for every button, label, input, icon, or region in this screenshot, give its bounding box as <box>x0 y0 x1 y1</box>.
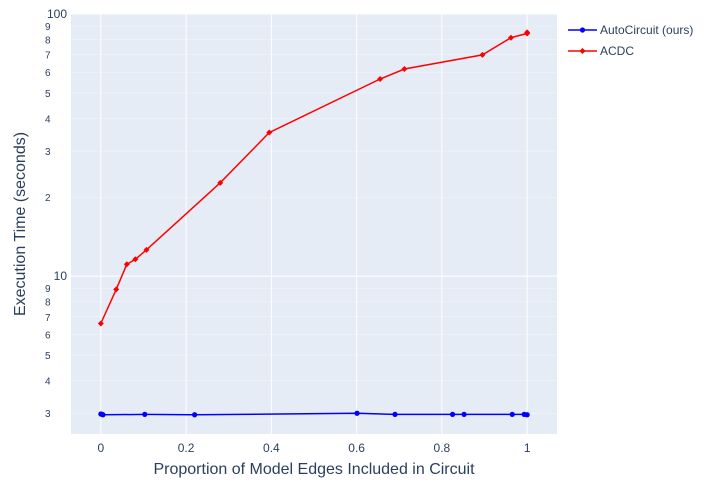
y-tick-label: 10 <box>54 269 68 283</box>
y-minor-tick-label: 3 <box>45 409 51 420</box>
data-point <box>524 29 531 36</box>
y-minor-tick-label: 3 <box>45 147 51 158</box>
data-point <box>113 286 120 293</box>
data-point <box>132 256 139 263</box>
y-minor-tick-label: 8 <box>45 35 51 46</box>
y-minor-tick-label: 4 <box>45 114 51 125</box>
data-point <box>479 51 486 58</box>
x-tick-label: 0.4 <box>263 441 280 455</box>
data-point <box>142 411 148 417</box>
data-point <box>401 65 408 72</box>
data-point <box>97 320 104 327</box>
plot-background <box>71 14 557 434</box>
y-axis-title: Execution Time (seconds) <box>12 132 29 316</box>
data-point <box>143 246 150 253</box>
x-axis-ticks: 0 0.2 0.4 0.6 0.8 1 <box>97 441 530 455</box>
legend-label: AutoCircuit (ours) <box>600 23 693 37</box>
y-minor-tick-label: 2 <box>45 193 51 204</box>
y-minor-tick-label: 4 <box>45 376 51 387</box>
gridlines <box>71 13 557 434</box>
data-point <box>100 412 106 418</box>
data-point <box>354 410 360 416</box>
data-point <box>461 411 467 417</box>
data-point <box>524 412 530 418</box>
legend-swatch-marker <box>579 48 586 54</box>
y-minor-tick-label: 9 <box>45 284 51 295</box>
data-point <box>509 411 515 417</box>
x-tick-label: 0 <box>97 441 104 455</box>
y-minor-tick-label: 6 <box>45 68 51 79</box>
y-minor-tick-label: 6 <box>45 330 51 341</box>
data-point <box>266 129 273 136</box>
y-minor-tick-label: 9 <box>45 22 51 33</box>
data-point <box>217 179 224 186</box>
data-point <box>377 76 384 83</box>
y-tick-label: 100 <box>47 7 67 21</box>
legend-swatch-marker <box>579 27 586 33</box>
data-point <box>123 261 130 268</box>
data-point <box>507 34 514 41</box>
data-point <box>192 412 198 418</box>
x-tick-label: 1 <box>524 441 531 455</box>
y-axis-ticks: 10 100 3 4 5 6 7 8 9 2 3 4 5 6 7 8 9 <box>45 7 67 420</box>
y-minor-tick-label: 5 <box>45 351 51 362</box>
x-tick-label: 0.8 <box>434 441 451 455</box>
legend-label: ACDC <box>600 44 634 58</box>
y-minor-tick-label: 8 <box>45 298 51 309</box>
y-minor-tick-label: 5 <box>45 89 51 100</box>
legend: AutoCircuit (ours) ACDC <box>568 23 693 58</box>
x-tick-label: 0.6 <box>348 441 365 455</box>
y-minor-tick-label: 7 <box>45 51 51 62</box>
data-point <box>392 411 398 417</box>
x-tick-label: 0.2 <box>178 441 195 455</box>
y-minor-tick-label: 7 <box>45 313 51 324</box>
x-axis-title: Proportion of Model Edges Included in Ci… <box>153 461 475 478</box>
data-point <box>449 411 456 417</box>
series-layer <box>97 29 531 418</box>
